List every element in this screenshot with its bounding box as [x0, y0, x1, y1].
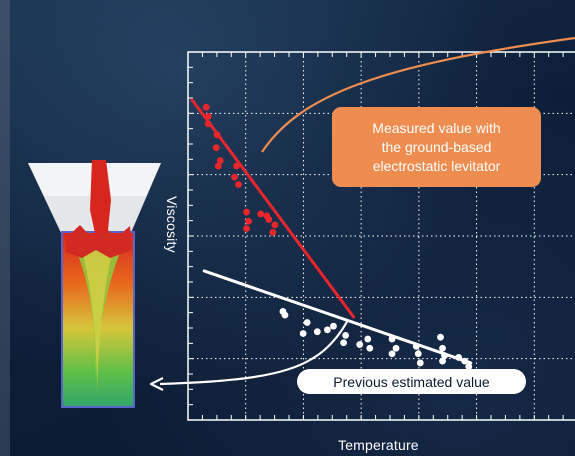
data-point	[233, 162, 240, 170]
previous-callout-text: Previous estimated value	[333, 373, 490, 390]
data-point	[412, 343, 420, 350]
data-point	[204, 120, 212, 128]
plot-grid	[187, 51, 575, 421]
data-point	[342, 331, 349, 339]
data-point	[281, 311, 289, 319]
measured-callout-line-2: the ground-based	[381, 138, 492, 155]
data-point	[303, 319, 311, 326]
data-point	[202, 103, 210, 111]
data-point	[257, 210, 265, 218]
data-point	[216, 157, 224, 164]
data-point	[245, 217, 253, 225]
x-axis-label: Temperature	[338, 437, 419, 453]
series-0	[190, 98, 356, 319]
data-point	[243, 208, 250, 216]
data-point	[299, 330, 307, 337]
data-point	[323, 326, 331, 334]
data-point	[313, 328, 321, 336]
measured-value-callout: Measured value with the ground-based ele…	[332, 107, 541, 187]
data-point	[330, 322, 337, 330]
previous-value-callout: Previous estimated value	[297, 369, 526, 394]
data-point	[356, 341, 364, 348]
data-point	[388, 350, 396, 358]
data-point	[388, 335, 396, 343]
data-point	[465, 363, 473, 371]
melt-top	[66, 225, 132, 258]
data-point	[366, 344, 374, 352]
levitator-simulation-illustration	[28, 160, 161, 408]
data-point	[213, 131, 221, 139]
trend-line-1	[202, 269, 473, 365]
data-point	[392, 344, 400, 352]
measured-callout-connector	[261, 36, 575, 153]
data-point	[416, 359, 424, 367]
melt-jet	[90, 160, 111, 238]
measured-callout-line-1: Measured value with	[372, 119, 501, 136]
y-axis-label: Viscosity	[164, 196, 180, 253]
series-1	[202, 269, 473, 371]
data-point	[271, 221, 279, 229]
data-point	[204, 113, 212, 120]
data-point	[235, 181, 242, 188]
data-point	[265, 216, 273, 223]
data-point	[340, 339, 347, 347]
data-series	[190, 98, 473, 371]
data-point	[212, 144, 220, 152]
previous-callout-connector	[159, 319, 349, 386]
data-point	[243, 225, 250, 233]
data-point	[439, 357, 446, 365]
data-point	[231, 173, 238, 181]
arrow-head	[149, 377, 164, 391]
data-point	[455, 354, 463, 361]
measured-callout-line-3: electrostatic levitator	[372, 157, 501, 174]
data-point	[441, 352, 448, 359]
left-edge-strip	[0, 0, 10, 456]
data-point	[364, 335, 372, 343]
data-point	[461, 357, 469, 365]
data-point	[269, 228, 277, 236]
data-point	[414, 350, 422, 358]
data-point	[214, 162, 222, 170]
data-point	[439, 344, 446, 352]
data-point	[437, 333, 444, 341]
